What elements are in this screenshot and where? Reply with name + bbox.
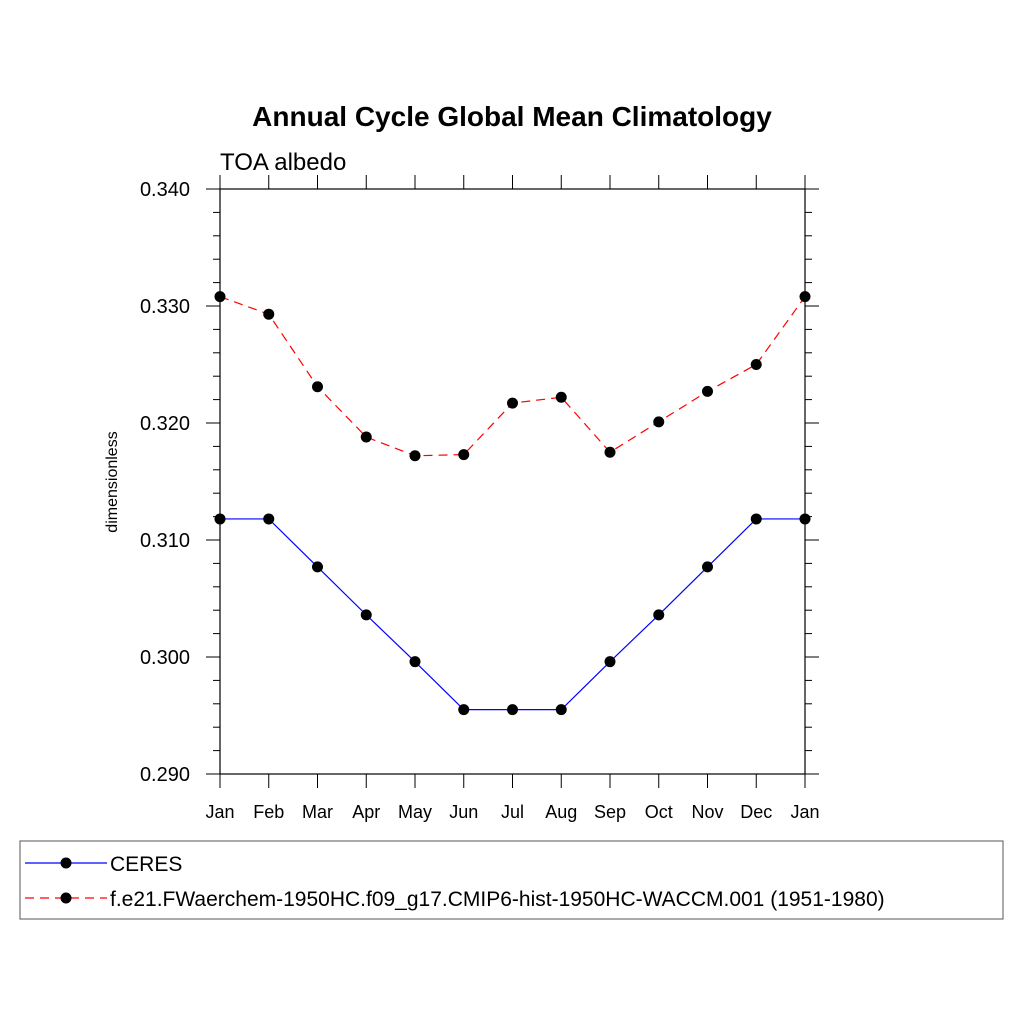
x-tick-label: Dec bbox=[740, 802, 772, 822]
y-tick-label: 0.320 bbox=[140, 413, 190, 435]
series-point-1 bbox=[360, 609, 372, 621]
x-tick-label: Mar bbox=[302, 802, 333, 822]
series-point-1 bbox=[263, 513, 275, 525]
series-point-2 bbox=[507, 397, 518, 409]
series-point-1 bbox=[750, 513, 762, 525]
series-point-2 bbox=[653, 416, 665, 428]
series-point-1 bbox=[409, 656, 421, 668]
series-point-1 bbox=[555, 704, 567, 716]
series-line-1 bbox=[220, 518, 805, 711]
series-point-1 bbox=[214, 513, 226, 525]
y-tick-label: 0.300 bbox=[140, 647, 190, 669]
series-point-1 bbox=[312, 561, 323, 573]
y-tick-label: 0.290 bbox=[140, 764, 190, 786]
y-tick-label: 0.330 bbox=[140, 296, 190, 318]
x-tick-label: Feb bbox=[253, 802, 284, 822]
chart-subtitle: TOA albedo bbox=[220, 149, 346, 176]
legend-label-2: f.e21.FWaerchem-1950HC.f09_g17.CMIP6-his… bbox=[110, 888, 885, 911]
series-point-2 bbox=[702, 385, 713, 397]
x-tick-label: Jan bbox=[205, 802, 234, 822]
series-point-1 bbox=[653, 609, 665, 621]
x-tick-label: Oct bbox=[645, 802, 673, 822]
y-tick-label: 0.310 bbox=[140, 530, 190, 552]
x-tick-label: Apr bbox=[352, 802, 380, 822]
series-point-2 bbox=[604, 446, 616, 458]
x-tick-label: Sep bbox=[594, 802, 626, 822]
series-point-2 bbox=[458, 449, 470, 461]
series-point-2 bbox=[263, 308, 275, 320]
x-tick-label: Nov bbox=[691, 802, 723, 822]
series-point-1 bbox=[702, 561, 713, 573]
series-point-2 bbox=[214, 291, 226, 303]
series-point-2 bbox=[409, 450, 421, 462]
series-point-1 bbox=[799, 513, 811, 525]
x-tick-label: Jul bbox=[501, 802, 524, 822]
series-point-2 bbox=[555, 391, 567, 403]
series-point-2 bbox=[360, 431, 372, 443]
x-tick-label: Jun bbox=[449, 802, 478, 822]
x-tick-label: May bbox=[398, 802, 432, 822]
x-tick-label: Aug bbox=[545, 802, 577, 822]
legend-label-1: CERES bbox=[110, 853, 182, 876]
legend: CERES f.e21.FWaerchem-1950HC.f09_g17.CMIP… bbox=[19, 840, 1004, 920]
series-point-1 bbox=[507, 704, 518, 716]
plot-frame bbox=[219, 188, 806, 775]
series-point-1 bbox=[604, 656, 616, 668]
series-point-2 bbox=[312, 381, 323, 393]
series-layer bbox=[214, 291, 811, 716]
y-tick-label: 0.340 bbox=[140, 179, 190, 201]
series-point-2 bbox=[750, 359, 762, 370]
x-tick-label: Jan bbox=[790, 802, 819, 822]
axis-ticks: 0.290 0.300 0.310 0.320 0.330 0.340 Jan Feb Mar A… bbox=[140, 175, 820, 822]
series-line-2 bbox=[219, 296, 806, 457]
legend-box bbox=[19, 840, 1004, 920]
legend-marker-2 bbox=[60, 892, 72, 904]
chart-title: Annual Cycle Global Mean Climatology bbox=[252, 101, 772, 132]
legend-marker-1 bbox=[60, 857, 72, 869]
series-point-1 bbox=[458, 704, 470, 716]
y-axis-label: dimensionless bbox=[104, 431, 121, 532]
series-point-2 bbox=[799, 291, 811, 303]
